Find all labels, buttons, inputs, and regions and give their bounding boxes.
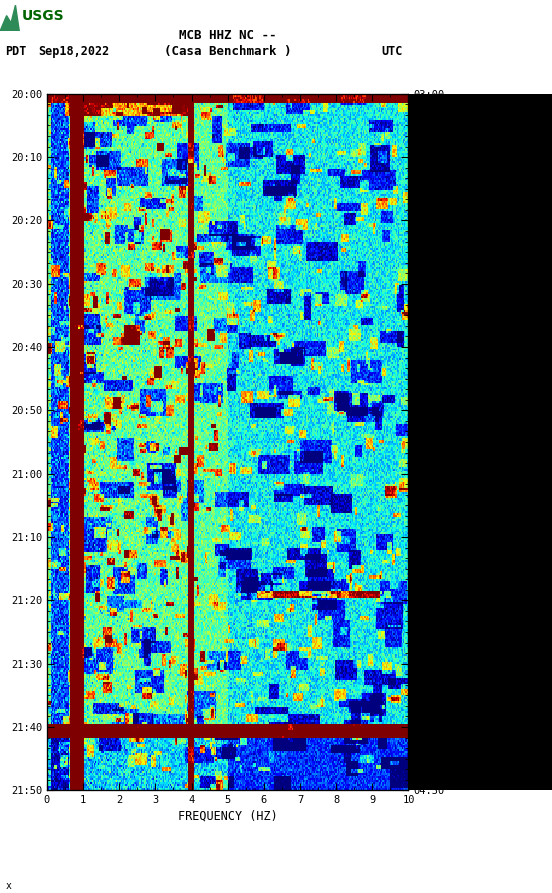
- Text: MCB HHZ NC --: MCB HHZ NC --: [179, 29, 277, 42]
- Text: UTC: UTC: [381, 46, 403, 58]
- Text: (Casa Benchmark ): (Casa Benchmark ): [164, 46, 291, 58]
- Polygon shape: [0, 5, 19, 31]
- Text: Sep18,2022: Sep18,2022: [39, 46, 110, 58]
- Text: x: x: [6, 880, 12, 890]
- Text: PDT: PDT: [6, 46, 27, 58]
- Text: USGS: USGS: [22, 9, 65, 22]
- X-axis label: FREQUENCY (HZ): FREQUENCY (HZ): [178, 809, 278, 822]
